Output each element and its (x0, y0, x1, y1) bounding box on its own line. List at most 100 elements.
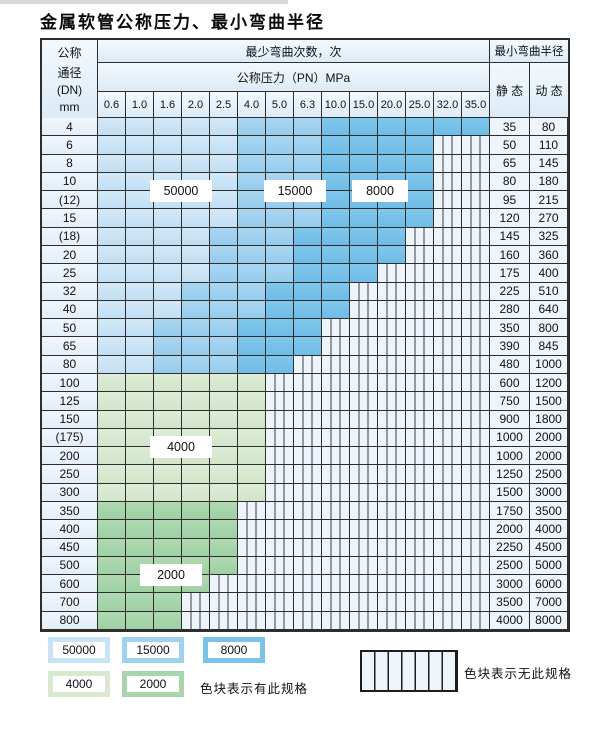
table-row: (175) 1000 2000 (42, 428, 568, 448)
spec-cell (322, 172, 350, 192)
no-spec-cell (434, 428, 462, 448)
spec-cell (126, 410, 154, 429)
no-spec-cell (350, 465, 378, 484)
legend-swatch: 4000 (48, 671, 110, 697)
no-spec-cell (406, 319, 434, 338)
spec-cell (154, 502, 182, 521)
spec-cell (322, 209, 350, 228)
spec-cell (210, 392, 238, 411)
no-spec-cell (238, 593, 266, 612)
no-spec-cell (378, 593, 406, 612)
no-spec-cell (462, 520, 490, 539)
no-spec-cell (294, 502, 322, 521)
no-spec-cell (294, 483, 322, 502)
dynamic-radius-value: 400 (530, 264, 568, 283)
spec-cell (126, 246, 154, 265)
static-column-header: 静 态 (490, 63, 530, 118)
dynamic-radius-value: 7000 (530, 593, 568, 612)
dn-row-label: 50 (42, 319, 98, 338)
dn-row-label: 700 (42, 593, 98, 612)
no-spec-cell (294, 556, 322, 576)
spec-cell (238, 465, 266, 484)
no-spec-cell (238, 520, 266, 539)
no-spec-cell (378, 264, 406, 283)
spec-cell (182, 300, 210, 320)
no-spec-cell (378, 520, 406, 539)
spec-cell (266, 209, 294, 228)
static-radius-value: 225 (490, 282, 530, 301)
table-row: 8 65 145 (42, 154, 568, 173)
no-spec-cell (322, 428, 350, 448)
no-spec-cell (462, 337, 490, 356)
no-spec-cell (378, 410, 406, 429)
spec-cell (238, 264, 266, 283)
spec-cell (210, 538, 238, 557)
spec-cell (406, 154, 434, 173)
table-row: 700 3500 7000 (42, 593, 568, 612)
spec-cell (238, 118, 266, 137)
no-spec-cell (350, 538, 378, 557)
spec-cell (322, 191, 350, 210)
spec-cell (210, 118, 238, 137)
no-spec-cell (406, 282, 434, 301)
no-spec-cell (238, 538, 266, 557)
no-spec-cell (266, 556, 294, 576)
no-spec-cell (378, 538, 406, 557)
spec-cell (238, 447, 266, 466)
table-row: 250 1250 2500 (42, 465, 568, 484)
static-radius-value: 35 (490, 118, 530, 137)
spec-cell (182, 209, 210, 228)
no-spec-cell (434, 520, 462, 539)
cycle-count-label: 4000 (150, 436, 212, 458)
no-spec-cell (434, 502, 462, 521)
no-spec-cell (406, 300, 434, 320)
dn-row-label: 500 (42, 556, 98, 576)
spec-cell (210, 191, 238, 210)
spec-cell (210, 410, 238, 429)
spec-cell (98, 191, 126, 210)
no-spec-cell (434, 337, 462, 356)
no-spec-cell (350, 556, 378, 576)
legend-has-spec-text: 色块表示有此规格 (200, 682, 309, 696)
spec-cell (154, 374, 182, 393)
dn-row-label: 250 (42, 465, 98, 484)
legend-swatch: 2000 (122, 671, 184, 697)
no-spec-cell (406, 611, 434, 630)
spec-cell (210, 483, 238, 502)
no-spec-cell (266, 447, 294, 466)
table-row: 40 280 640 (42, 300, 568, 320)
spec-cell (294, 154, 322, 173)
dynamic-radius-value: 1500 (530, 392, 568, 411)
legend-swatch-label: 50000 (53, 642, 105, 658)
no-spec-cell (322, 447, 350, 466)
no-spec-cell (434, 483, 462, 502)
spec-cell (98, 282, 126, 301)
no-spec-cell (406, 264, 434, 283)
static-radius-value: 65 (490, 154, 530, 173)
no-spec-cell (406, 575, 434, 594)
spec-cell (266, 319, 294, 338)
static-radius-value: 95 (490, 191, 530, 210)
no-spec-cell (406, 538, 434, 557)
spec-table: 公称 通径 (DN) mm 最少弯曲次数，次 最小弯曲半径 公称压力（PN）MP… (40, 38, 570, 632)
pressure-value-header-cell: 20.0 (378, 92, 406, 118)
spec-cell (322, 227, 350, 246)
spec-cell (182, 246, 210, 265)
spec-cell (350, 209, 378, 228)
dynamic-radius-value: 510 (530, 282, 568, 301)
spec-cell (98, 227, 126, 246)
spec-cell (238, 428, 266, 448)
spec-cell (238, 209, 266, 228)
pressure-value-header-cell: 25.0 (406, 92, 434, 118)
spec-cell (294, 319, 322, 338)
pressure-value-header-cell: 5.0 (266, 92, 294, 118)
no-spec-cell (462, 575, 490, 594)
spec-cell (294, 246, 322, 265)
no-spec-cell (406, 483, 434, 502)
dn-header-line: 通径 (57, 65, 82, 80)
spec-cell (182, 264, 210, 283)
spec-cell (406, 136, 434, 155)
no-spec-cell (462, 392, 490, 411)
static-radius-value: 600 (490, 374, 530, 393)
pressure-value-header-cell: 1.6 (154, 92, 182, 118)
